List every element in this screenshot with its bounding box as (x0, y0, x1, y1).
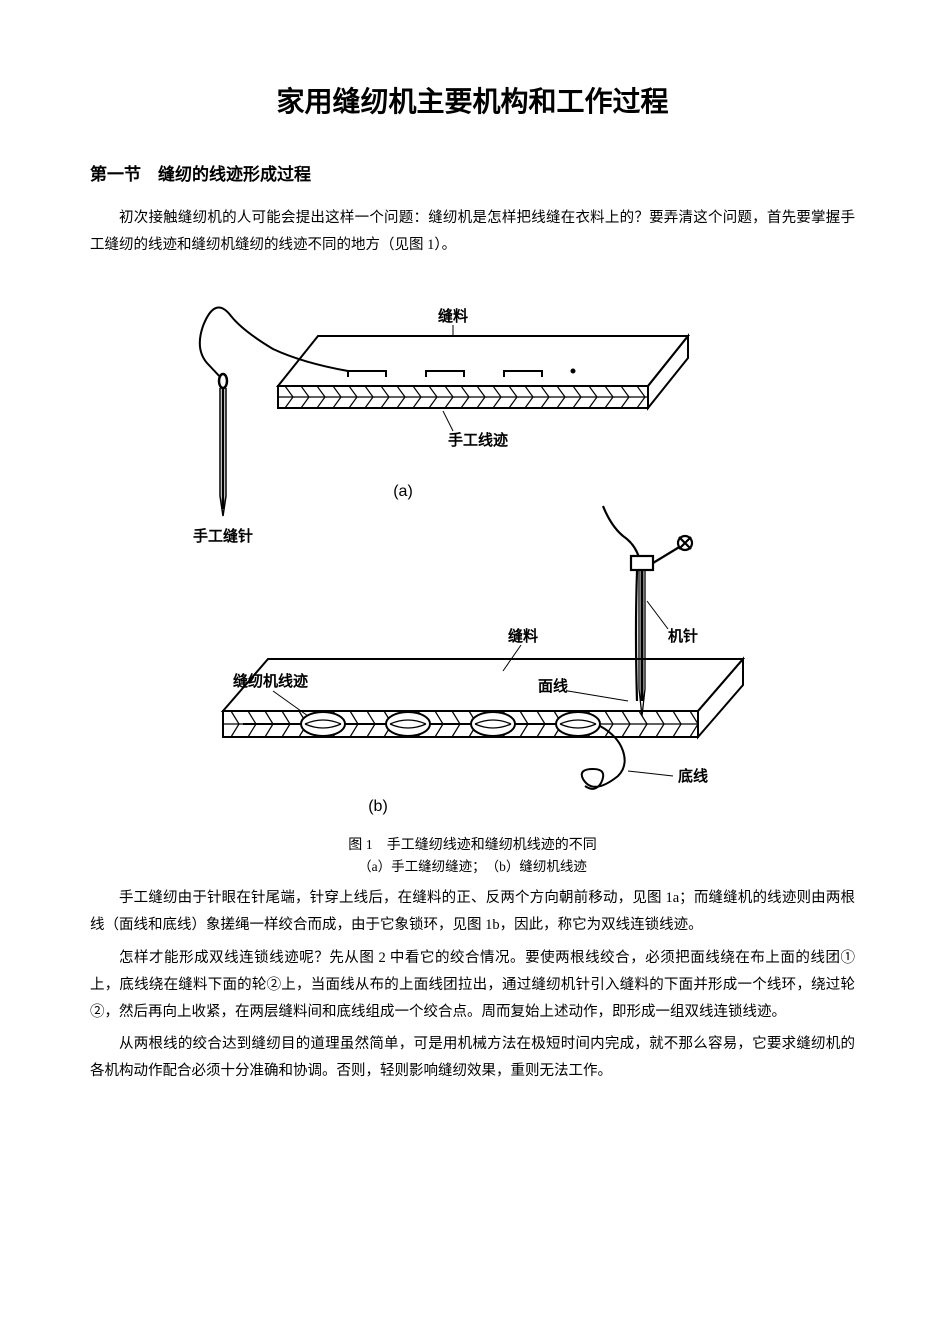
paragraph-4: 从两根线的绞合达到缝纫目的道理虽然简单，可是用机械方法在极短时间内完成，就不那么… (90, 1031, 855, 1085)
svg-text:缝料: 缝料 (507, 627, 537, 645)
svg-text:缝纫机线迹: 缝纫机线迹 (233, 672, 308, 690)
svg-text:手工缝针: 手工缝针 (192, 527, 252, 545)
figure-subcaption: （a）手工缝纫缝迹； （b）缝纫机线迹 (90, 857, 855, 877)
figure-caption: 图 1 手工缝纫线迹和缝纫机线迹的不同 (90, 835, 855, 857)
paragraph-2: 手工缝纫由于针眼在针尾端，针穿上线后，在缝料的正、反两个方向朝前移动，见图 1a… (90, 885, 855, 939)
figure-1-svg: 缝料 手工线迹 手工缝针 (a) (153, 271, 793, 831)
svg-text:(a): (a) (393, 483, 413, 500)
paragraph-1: 初次接触缝纫机的人可能会提出这样一个问题：缝纫机是怎样把线缝在衣料上的？要弄清这… (90, 205, 855, 259)
svg-text:(b): (b) (368, 798, 388, 815)
svg-text:底线: 底线 (678, 767, 708, 785)
section-heading: 第一节 缝纫的线迹形成过程 (90, 160, 855, 185)
svg-text:面线: 面线 (537, 677, 567, 695)
paragraph-3: 怎样才能形成双线连锁线迹呢？先从图 2 中看它的绞合情况。要使两根线绞合，必须把… (90, 945, 855, 1025)
svg-text:缝料: 缝料 (437, 307, 467, 325)
figure-1: 缝料 手工线迹 手工缝针 (a) (90, 271, 855, 878)
svg-text:机针: 机针 (667, 627, 697, 645)
svg-text:手工线迹: 手工线迹 (447, 431, 507, 449)
page-title: 家用缝纫机主要机构和工作过程 (90, 80, 855, 120)
